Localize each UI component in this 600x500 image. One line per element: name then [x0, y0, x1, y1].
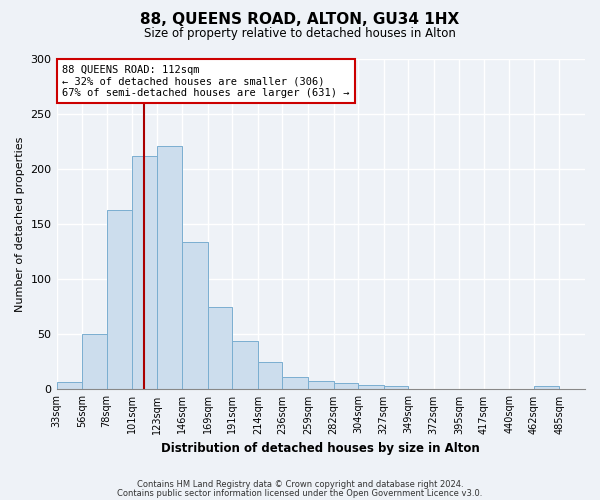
Text: 88, QUEENS ROAD, ALTON, GU34 1HX: 88, QUEENS ROAD, ALTON, GU34 1HX [140, 12, 460, 28]
Text: 88 QUEENS ROAD: 112sqm
← 32% of detached houses are smaller (306)
67% of semi-de: 88 QUEENS ROAD: 112sqm ← 32% of detached… [62, 64, 350, 98]
Bar [208, 307, 232, 390]
Bar [56, 382, 82, 390]
Y-axis label: Number of detached properties: Number of detached properties [15, 136, 25, 312]
Bar [358, 385, 383, 390]
Text: Size of property relative to detached houses in Alton: Size of property relative to detached ho… [144, 28, 456, 40]
Bar [308, 380, 334, 390]
Bar [157, 146, 182, 390]
Bar [232, 341, 258, 390]
Bar [82, 334, 107, 390]
Bar [132, 156, 157, 390]
Bar [383, 386, 408, 390]
Text: Contains public sector information licensed under the Open Government Licence v3: Contains public sector information licen… [118, 488, 482, 498]
Bar [182, 242, 208, 390]
Bar [258, 362, 283, 390]
Text: Contains HM Land Registry data © Crown copyright and database right 2024.: Contains HM Land Registry data © Crown c… [137, 480, 463, 489]
X-axis label: Distribution of detached houses by size in Alton: Distribution of detached houses by size … [161, 442, 480, 455]
Bar [107, 210, 132, 390]
Bar [283, 378, 308, 390]
Bar [534, 386, 559, 390]
Bar [334, 383, 358, 390]
